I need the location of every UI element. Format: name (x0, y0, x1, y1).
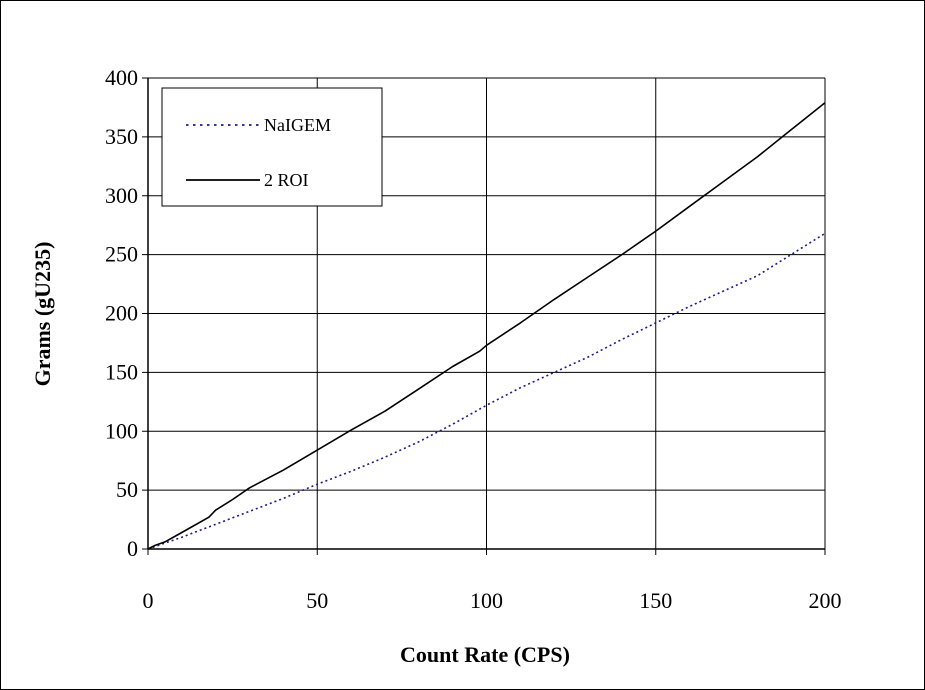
y-tick-label: 150 (105, 359, 138, 384)
legend-box (161, 87, 383, 207)
series-lines (147, 102, 826, 550)
x-tick-label: 150 (639, 588, 672, 613)
y-axis-title: Grams (gU235) (30, 242, 55, 387)
y-tick-label: 100 (105, 418, 138, 443)
y-tick-label: 350 (105, 124, 138, 149)
y-tick-label: 200 (105, 301, 138, 326)
y-tick-label: 50 (116, 477, 138, 502)
legend: NaIGEM 2 ROI (161, 87, 383, 207)
x-tick-label: 50 (306, 588, 328, 613)
axes (142, 77, 826, 555)
legend-label-naigem: NaIGEM (264, 115, 331, 135)
series-line-2-roi (147, 102, 826, 550)
x-tick-label: 100 (470, 588, 503, 613)
series-line-naigem (147, 232, 826, 550)
x-axis-title: Count Rate (CPS) (400, 642, 570, 667)
y-tick-label: 300 (105, 183, 138, 208)
tick-labels: 0 50 100 150 200 250 300 350 400 0 50 100 150 200 (105, 65, 842, 613)
y-tick-label: 400 (105, 65, 138, 90)
y-tick-label: 0 (127, 536, 138, 561)
x-tick-label: 0 (143, 588, 154, 613)
x-tick-label: 200 (809, 588, 842, 613)
y-tick-label: 250 (105, 242, 138, 267)
legend-label-2-roi: 2 ROI (264, 170, 309, 190)
